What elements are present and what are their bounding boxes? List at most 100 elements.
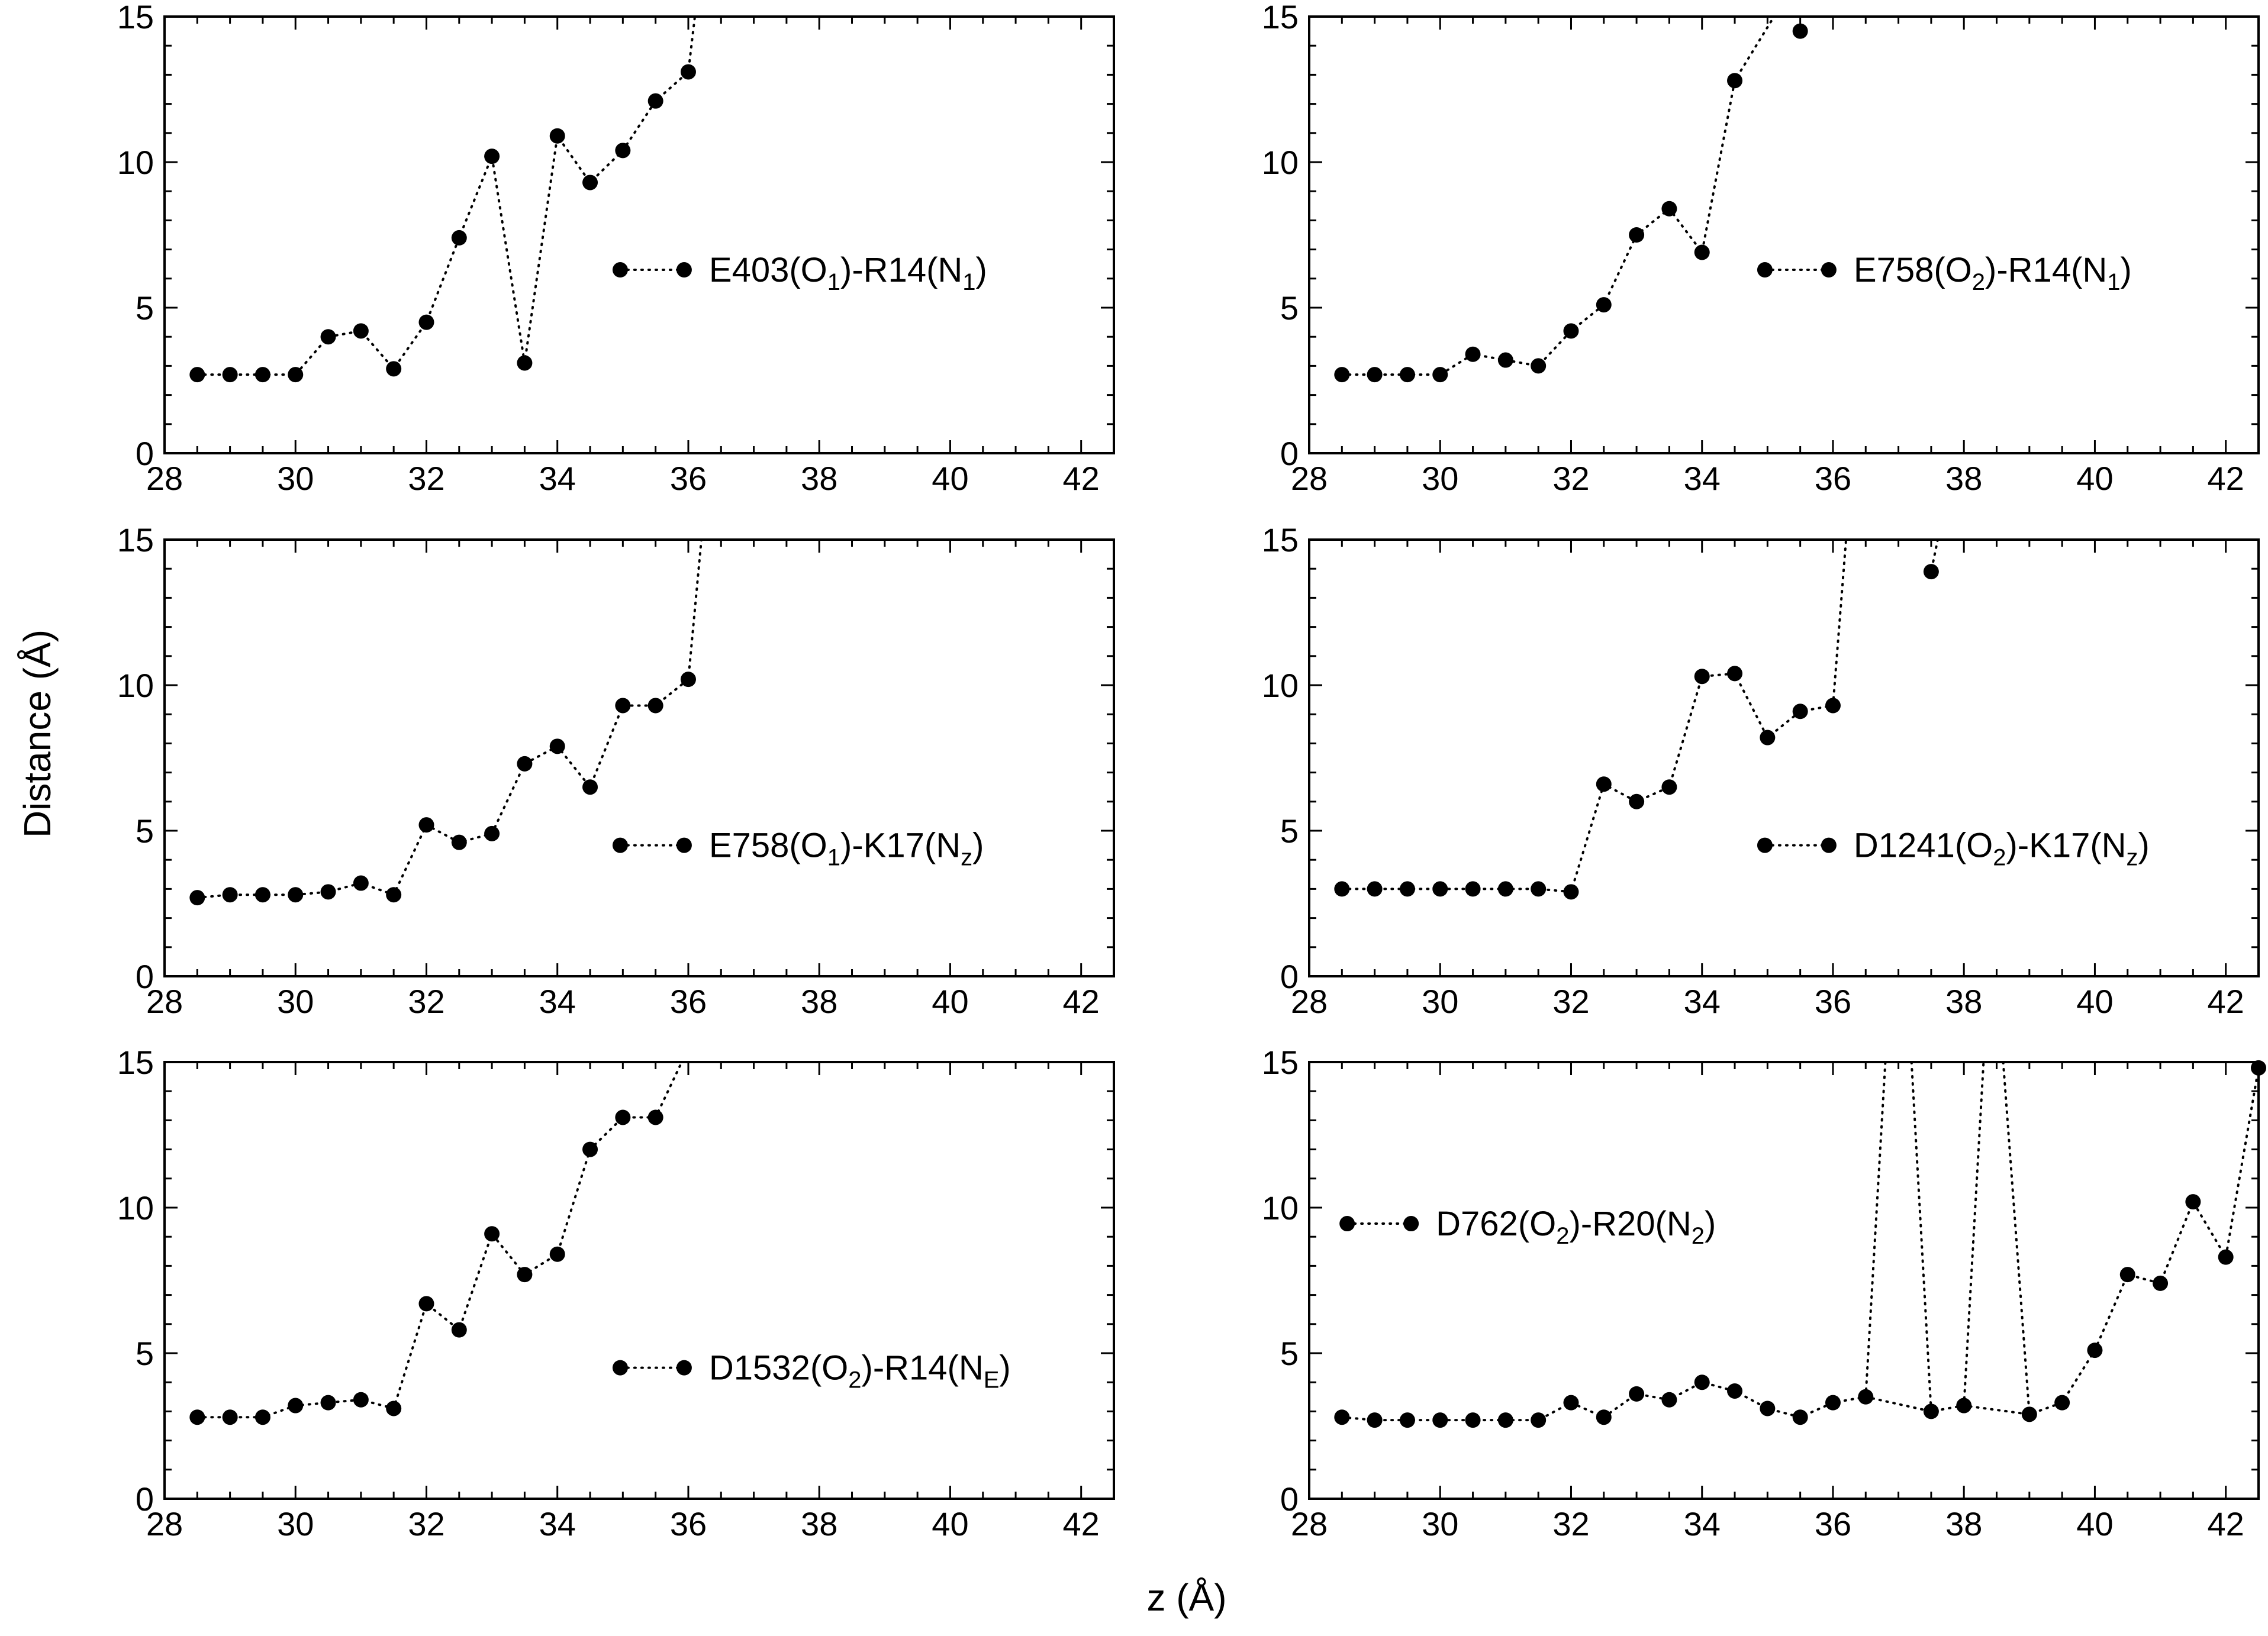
y-tick-label: 0 <box>1280 958 1299 995</box>
legend-label: E758(O1)-K17(Nz) <box>709 827 984 871</box>
series-excursion-line <box>1910 1062 1932 1413</box>
data-point <box>680 64 696 80</box>
legend-marker <box>1821 837 1837 853</box>
data-point <box>1563 884 1579 900</box>
data-point <box>320 329 336 345</box>
x-tick-label: 30 <box>1422 1505 1458 1543</box>
data-point <box>1465 1412 1481 1428</box>
data-point <box>1661 779 1677 795</box>
legend-marker <box>1821 262 1837 278</box>
series-excursion-line <box>1864 1062 1887 1398</box>
data-point <box>1531 1412 1547 1428</box>
data-point <box>254 887 270 903</box>
legend-subscript: 2 <box>1556 1223 1569 1249</box>
legend-subscript: E <box>984 1367 1000 1393</box>
data-point <box>353 1392 369 1408</box>
data-point <box>1727 1383 1743 1399</box>
x-tick-label: 34 <box>1684 460 1721 497</box>
data-point <box>1531 881 1547 897</box>
data-point <box>1858 1389 1874 1405</box>
data-point <box>1825 698 1841 714</box>
legend-text: )-R14(N <box>840 251 962 289</box>
data-point <box>549 1246 565 1262</box>
data-point <box>1727 666 1743 682</box>
legend-subscript: 2 <box>1993 845 2006 871</box>
plot-frame <box>163 15 1115 454</box>
series-dotted-line <box>1341 540 1848 893</box>
data-point <box>1563 323 1579 339</box>
series-dotted-line <box>1341 17 1776 376</box>
x-tick-label: 42 <box>2208 460 2244 497</box>
x-tick-label: 30 <box>277 983 314 1020</box>
legend-subscript: 2 <box>1692 1223 1705 1249</box>
data-point <box>2054 1395 2070 1411</box>
x-tick-label: 42 <box>2208 1505 2244 1543</box>
x-tick-label: 40 <box>932 460 968 497</box>
series-line <box>1341 1062 2259 1422</box>
series-line <box>196 1062 683 1419</box>
data-point <box>517 355 533 371</box>
plot-frame <box>1308 538 2260 977</box>
legend-text: E758(O <box>709 827 827 865</box>
data-point <box>1661 1392 1677 1408</box>
data-point <box>1760 1401 1776 1416</box>
data-point <box>1334 367 1350 383</box>
data-point <box>288 887 304 903</box>
y-tick-label: 10 <box>1262 1189 1299 1227</box>
data-point <box>1367 1412 1383 1428</box>
data-point <box>1334 881 1350 897</box>
data-point <box>1792 704 1808 719</box>
x-tick-label: 40 <box>932 1505 968 1543</box>
data-point <box>549 738 565 754</box>
legend-marker <box>1757 837 1773 853</box>
data-point <box>1367 367 1383 383</box>
legend-text: )-R14(N <box>862 1349 984 1387</box>
series-excursion-line <box>2002 1062 2031 1416</box>
plot-frame <box>1308 1061 2260 1500</box>
x-tick-label: 36 <box>670 983 707 1020</box>
data-point <box>647 93 663 109</box>
data-point <box>1923 1403 1939 1419</box>
data-point <box>386 1401 402 1416</box>
data-point <box>1760 730 1776 746</box>
data-point <box>1825 1395 1841 1411</box>
x-tick-label: 42 <box>1063 983 1100 1020</box>
x-tick-label: 28 <box>146 460 183 497</box>
y-tick-label: 15 <box>117 1044 154 1081</box>
x-tick-label: 34 <box>539 983 576 1020</box>
y-tick-label: 5 <box>1280 812 1299 850</box>
y-tick-label: 10 <box>1262 667 1299 704</box>
legend-text: E758(O <box>1854 251 1972 289</box>
x-tick-label: 38 <box>801 983 837 1020</box>
data-point <box>451 1322 467 1338</box>
x-tick-label: 30 <box>277 460 314 497</box>
y-tick-label: 15 <box>1262 521 1299 559</box>
data-point <box>517 1267 533 1283</box>
data-point <box>320 884 336 900</box>
x-tick-label: 34 <box>1684 1505 1721 1543</box>
data-point <box>2153 1275 2169 1291</box>
legend-marker <box>1403 1216 1419 1232</box>
data-point <box>1399 881 1415 897</box>
series-dotted-line <box>196 17 697 376</box>
data-point <box>189 890 205 906</box>
data-point <box>1694 1374 1710 1390</box>
x-tick-label: 30 <box>1422 983 1458 1020</box>
data-point <box>2185 1194 2201 1210</box>
data-point <box>1497 881 1513 897</box>
x-tick-label: 40 <box>2076 1505 2113 1543</box>
data-point <box>1629 1386 1645 1402</box>
legend-label: E758(O2)-R14(N1) <box>1854 251 2132 295</box>
data-point <box>615 698 631 714</box>
x-tick-label: 28 <box>1291 983 1328 1020</box>
data-point <box>582 779 598 795</box>
x-tick-label: 38 <box>1945 983 1982 1020</box>
data-point <box>2119 1267 2135 1283</box>
data-point <box>288 1398 304 1414</box>
legend-text: ) <box>999 1349 1010 1387</box>
data-point <box>254 1409 270 1425</box>
legend-text: D1532(O <box>709 1349 848 1387</box>
data-point <box>320 1395 336 1411</box>
x-tick-label: 36 <box>1815 983 1851 1020</box>
legend-text: )-R20(N <box>1570 1205 1692 1243</box>
